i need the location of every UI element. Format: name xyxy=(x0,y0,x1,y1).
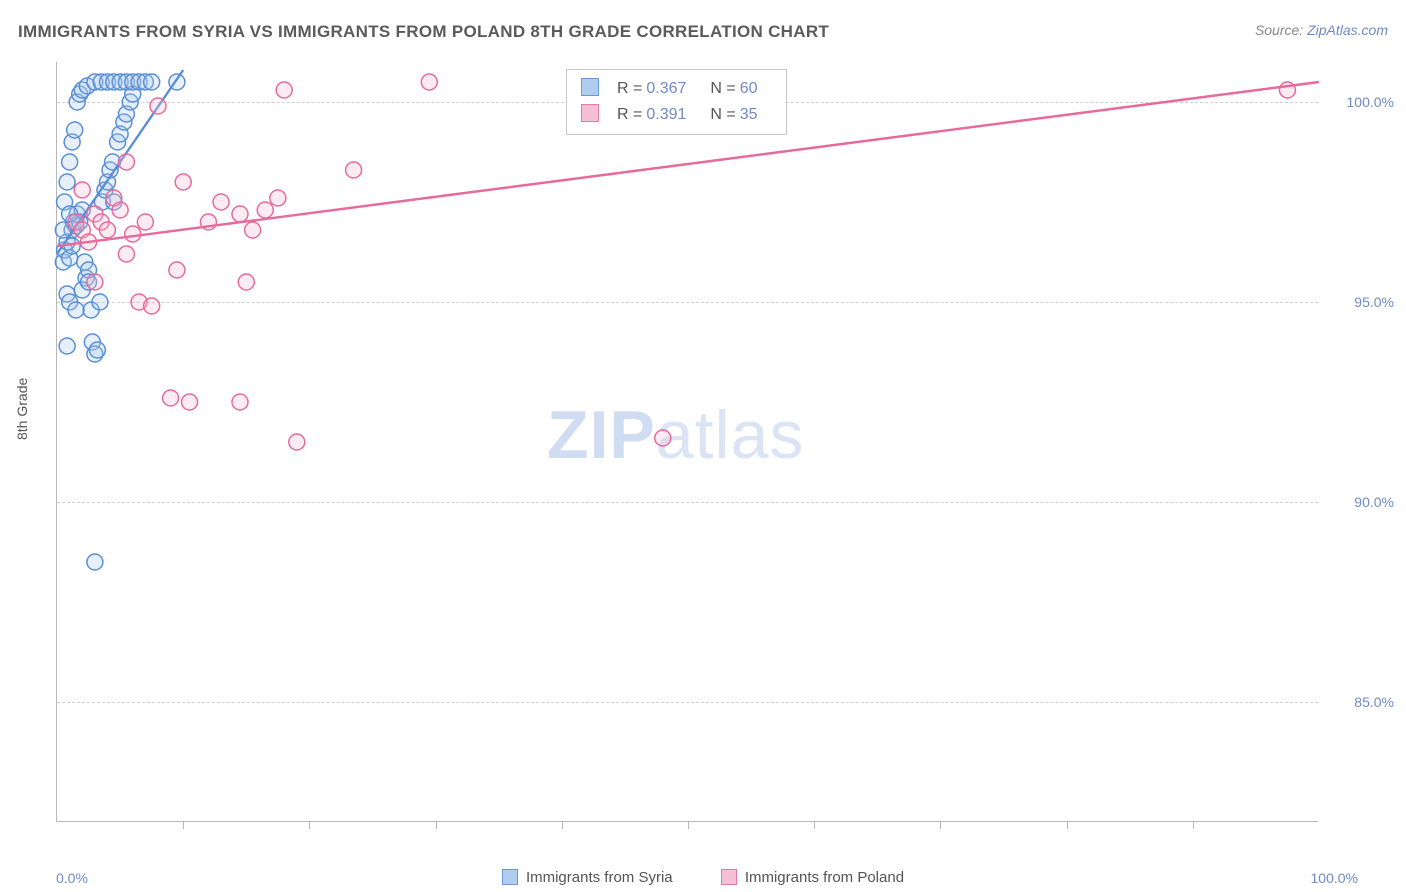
y-tick-label: 90.0% xyxy=(1354,494,1394,510)
legend-item-syria: Immigrants from Syria xyxy=(502,869,673,886)
data-point xyxy=(144,298,160,314)
chart-title: IMMIGRANTS FROM SYRIA VS IMMIGRANTS FROM… xyxy=(18,22,829,41)
y-tick-label: 85.0% xyxy=(1354,694,1394,710)
stats-row: R =0.391 N = 35 xyxy=(581,102,772,128)
legend-swatch-poland xyxy=(721,869,737,885)
y-tick-label: 95.0% xyxy=(1354,294,1394,310)
plot-area: ZIPatlas xyxy=(56,62,1318,822)
data-point xyxy=(67,122,83,138)
data-point xyxy=(89,342,105,358)
data-point xyxy=(175,174,191,190)
data-point xyxy=(144,74,160,90)
data-point xyxy=(655,430,671,446)
plot-svg xyxy=(57,62,1318,821)
stats-swatch xyxy=(581,78,599,96)
source-attribution: Source: ZipAtlas.com xyxy=(1255,22,1388,38)
data-point xyxy=(346,162,362,178)
x-tick xyxy=(940,821,941,829)
data-point xyxy=(74,182,90,198)
legend-swatch-syria xyxy=(502,869,518,885)
stat-n-value: 60 xyxy=(740,80,758,97)
data-point xyxy=(68,302,84,318)
data-point xyxy=(118,154,134,170)
x-tick xyxy=(1193,821,1194,829)
data-point xyxy=(87,554,103,570)
legend-label-poland: Immigrants from Poland xyxy=(745,869,904,886)
stat-r-label: R = xyxy=(617,80,642,97)
x-tick xyxy=(309,821,310,829)
chart-container: IMMIGRANTS FROM SYRIA VS IMMIGRANTS FROM… xyxy=(0,0,1406,892)
data-point xyxy=(137,214,153,230)
data-point xyxy=(276,82,292,98)
bottom-legend: Immigrants from Syria Immigrants from Po… xyxy=(0,869,1406,886)
data-point xyxy=(118,246,134,262)
data-point xyxy=(182,394,198,410)
data-point xyxy=(270,190,286,206)
source-value: ZipAtlas.com xyxy=(1307,22,1388,38)
x-tick xyxy=(814,821,815,829)
title-bar: IMMIGRANTS FROM SYRIA VS IMMIGRANTS FROM… xyxy=(18,22,1388,50)
data-point xyxy=(289,434,305,450)
data-point xyxy=(232,206,248,222)
stat-n-value: 35 xyxy=(740,106,758,123)
legend-label-syria: Immigrants from Syria xyxy=(526,869,673,886)
data-point xyxy=(245,222,261,238)
data-point xyxy=(59,174,75,190)
data-point xyxy=(421,74,437,90)
data-point xyxy=(257,202,273,218)
x-tick xyxy=(1067,821,1068,829)
stat-n-label: N = xyxy=(710,80,735,97)
data-point xyxy=(163,390,179,406)
source-label: Source: xyxy=(1255,22,1303,38)
data-point xyxy=(87,274,103,290)
data-point xyxy=(169,262,185,278)
stat-r-value: 0.391 xyxy=(646,106,686,123)
data-point xyxy=(106,190,122,206)
stat-n-label: N = xyxy=(710,106,735,123)
data-point xyxy=(59,338,75,354)
data-point xyxy=(125,226,141,242)
x-tick xyxy=(562,821,563,829)
data-point xyxy=(232,394,248,410)
stats-row: R =0.367 N = 60 xyxy=(581,76,772,102)
data-point xyxy=(62,154,78,170)
stat-r-label: R = xyxy=(617,106,642,123)
stat-r-value: 0.367 xyxy=(646,80,686,97)
data-point xyxy=(213,194,229,210)
stats-legend-box: R =0.367 N = 60 R =0.391 N = 35 xyxy=(566,69,787,135)
y-axis-label: 8th Grade xyxy=(14,378,30,440)
data-point xyxy=(92,294,108,310)
x-tick xyxy=(183,821,184,829)
x-tick xyxy=(688,821,689,829)
stats-swatch xyxy=(581,104,599,122)
legend-item-poland: Immigrants from Poland xyxy=(721,869,904,886)
x-tick xyxy=(436,821,437,829)
data-point xyxy=(150,98,166,114)
y-tick-label: 100.0% xyxy=(1347,94,1394,110)
data-point xyxy=(238,274,254,290)
data-point xyxy=(99,222,115,238)
